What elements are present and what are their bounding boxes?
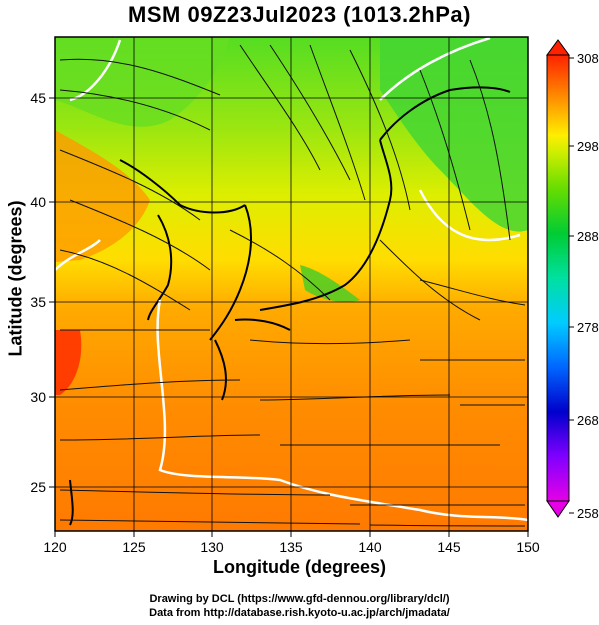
y-tick-label: 30	[30, 389, 46, 405]
colorbar-max-arrow	[546, 39, 570, 56]
colorbar-tick-label: 278	[577, 320, 599, 335]
x-tick-label: 140	[358, 539, 382, 555]
colorbar: 308 298 288 278 268 258	[546, 39, 599, 521]
credit-drawing: Drawing by DCL (https://www.gfd-dennou.o…	[149, 593, 450, 605]
colorbar-tick-label: 288	[577, 229, 599, 244]
y-axis-label: Latitude (degrees)	[5, 200, 26, 357]
x-tick-label: 135	[279, 539, 303, 555]
x-tick-label: 150	[516, 539, 540, 555]
credit-data-source: Data from http://database.rish.kyoto-u.a…	[149, 607, 450, 619]
colorbar-min-arrow	[546, 500, 570, 518]
y-tick-label: 40	[30, 194, 46, 210]
x-axis-label: Longitude (degrees)	[212, 557, 386, 577]
y-tick-label: 25	[30, 479, 46, 495]
x-tick-label: 125	[122, 539, 146, 555]
map-grid	[55, 37, 528, 531]
x-tick-label: 120	[43, 539, 67, 555]
colorbar-tick-label: 268	[577, 413, 599, 428]
map-title: MSM 09Z23Jul2023 (1013.2hPa)	[128, 2, 471, 27]
x-tick-label: 130	[200, 539, 224, 555]
y-tick-label: 35	[30, 294, 46, 310]
colorbar-tick-label: 298	[577, 139, 599, 154]
temperature-field	[55, 37, 528, 531]
colorbar-tick-label: 308	[577, 51, 599, 66]
y-tick-label: 45	[30, 90, 46, 106]
x-tick-label: 145	[437, 539, 461, 555]
colorbar-tick-label: 258	[577, 506, 599, 521]
